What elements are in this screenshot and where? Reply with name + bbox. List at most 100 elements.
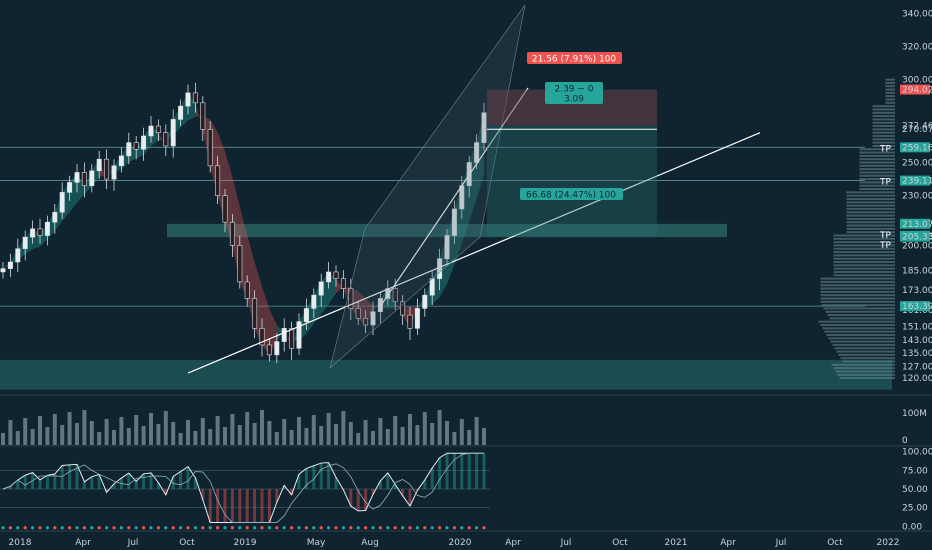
target-label-bg: [520, 188, 623, 200]
cloud-segment: [336, 278, 344, 293]
price-tick-label: 250.00: [902, 159, 932, 169]
oscillator-dot: [208, 526, 212, 530]
candle-body: [207, 129, 213, 167]
oscillator-hist-bar: [438, 457, 442, 489]
time-tick-label: 2021: [665, 538, 688, 548]
price-badge-label: 163.39: [902, 302, 932, 312]
oscillator-hist-bar: [349, 489, 353, 506]
price-badge-label: 239.11: [902, 177, 932, 187]
oscillator-dot: [275, 526, 279, 530]
volume-profile-bar: [872, 121, 895, 124]
volume-profile-bar: [818, 320, 895, 323]
oscillator-dot: [30, 526, 35, 530]
volume-profile-bar: [825, 310, 895, 313]
volume-bar: [1, 433, 5, 445]
oscillator-hist-bar: [142, 473, 146, 489]
candle-body: [348, 288, 354, 309]
volume-bar: [319, 426, 324, 445]
volume-bar: [149, 413, 153, 445]
oscillator-hist-bar: [260, 489, 264, 523]
volume-bar: [326, 413, 331, 445]
price-tick-label: 135.00: [902, 349, 932, 359]
volume-bar: [67, 412, 72, 445]
candle-body: [311, 294, 317, 309]
oscillator-hist-bar: [430, 467, 434, 489]
volume-bar: [385, 429, 390, 445]
candle-body: [303, 308, 309, 323]
volume-profile-bar: [859, 181, 895, 184]
volume-profile-bar: [828, 337, 895, 340]
price-tick-label: 120.00: [902, 374, 932, 384]
oscillator-hist-bar: [68, 464, 72, 489]
volume-profile-bar: [859, 178, 895, 181]
support-zone-bottom: [0, 359, 892, 390]
volume-profile-bar: [830, 340, 895, 343]
volume-bar: [30, 429, 35, 445]
volume-bar: [430, 423, 435, 445]
volume-bar: [104, 419, 109, 445]
volume-bar: [311, 415, 316, 445]
volume-pane: 100M 0: [1, 409, 927, 446]
oscillator-dot: [142, 526, 146, 530]
candle-body: [259, 328, 265, 346]
time-tick-label: Jul: [127, 538, 139, 548]
price-badge-bg: [900, 218, 930, 229]
oscillator-hist-bar: [90, 476, 94, 489]
volume-profile-bar: [846, 198, 895, 200]
candle-body: [400, 301, 406, 316]
volume-bar: [297, 417, 301, 445]
oscillator-dot: [475, 526, 479, 530]
oscillator-hist-bar: [364, 489, 368, 511]
oscillator-hist-bar: [304, 468, 308, 489]
oscillator-dot: [179, 526, 183, 530]
candle-body: [252, 298, 258, 329]
oscillator-hist-bar: [208, 489, 212, 523]
candles: [0, 82, 487, 364]
candle-body: [37, 228, 43, 236]
oscillator-hist-bar: [60, 465, 64, 489]
volume-bar: [408, 414, 412, 445]
oscillator-dot: [164, 526, 168, 530]
volume-profile-bar: [859, 171, 895, 174]
volume-profile-bar: [872, 125, 895, 128]
time-tick-label: Apr: [505, 538, 521, 548]
oscillator-dot: [415, 526, 419, 530]
oscillator-tick-label: 0.00: [902, 522, 922, 532]
oscillator-hist-bar: [253, 489, 257, 523]
volume-profile-bar: [885, 95, 895, 98]
volume-bar: [178, 433, 183, 445]
volume-bar: [237, 425, 242, 445]
candle-body: [67, 182, 73, 193]
oscillator-hist-bar: [319, 463, 323, 489]
volume-profile-bar: [820, 287, 895, 290]
oscillator-hist-bar: [149, 472, 153, 489]
volume-profile-bar: [842, 360, 895, 363]
volume-profile-bar: [872, 138, 895, 141]
oscillator-dot: [401, 526, 405, 530]
volume-profile-bar: [832, 343, 895, 346]
oscillator-hist-bar: [105, 489, 109, 493]
candle-body: [289, 328, 295, 349]
price-badge-bg: [900, 142, 930, 153]
oscillator-dot: [60, 526, 64, 530]
oscillator-dot: [334, 526, 338, 530]
oscillator-dot: [97, 526, 101, 530]
price-tick-label: 127.00: [902, 362, 932, 372]
oscillator-hist-bar: [8, 486, 12, 489]
volume-profile-bar: [833, 367, 895, 370]
candle-body: [363, 318, 369, 326]
volume-bar: [171, 422, 176, 445]
oscillator-tick-label: 75.00: [902, 466, 928, 476]
oscillator-dot: [171, 526, 175, 530]
volume-bar: [400, 427, 405, 445]
oscillator-dot: [119, 526, 123, 530]
tp-mark: TP: [879, 241, 891, 251]
volume-bar: [75, 423, 79, 445]
oscillator-hist-bar: [275, 489, 279, 503]
oscillator-dot: [393, 526, 397, 530]
oscillator-dot: [38, 526, 42, 530]
volume-bar: [334, 424, 338, 445]
candle-body: [444, 235, 450, 259]
oscillator-hist-bar: [267, 489, 271, 523]
